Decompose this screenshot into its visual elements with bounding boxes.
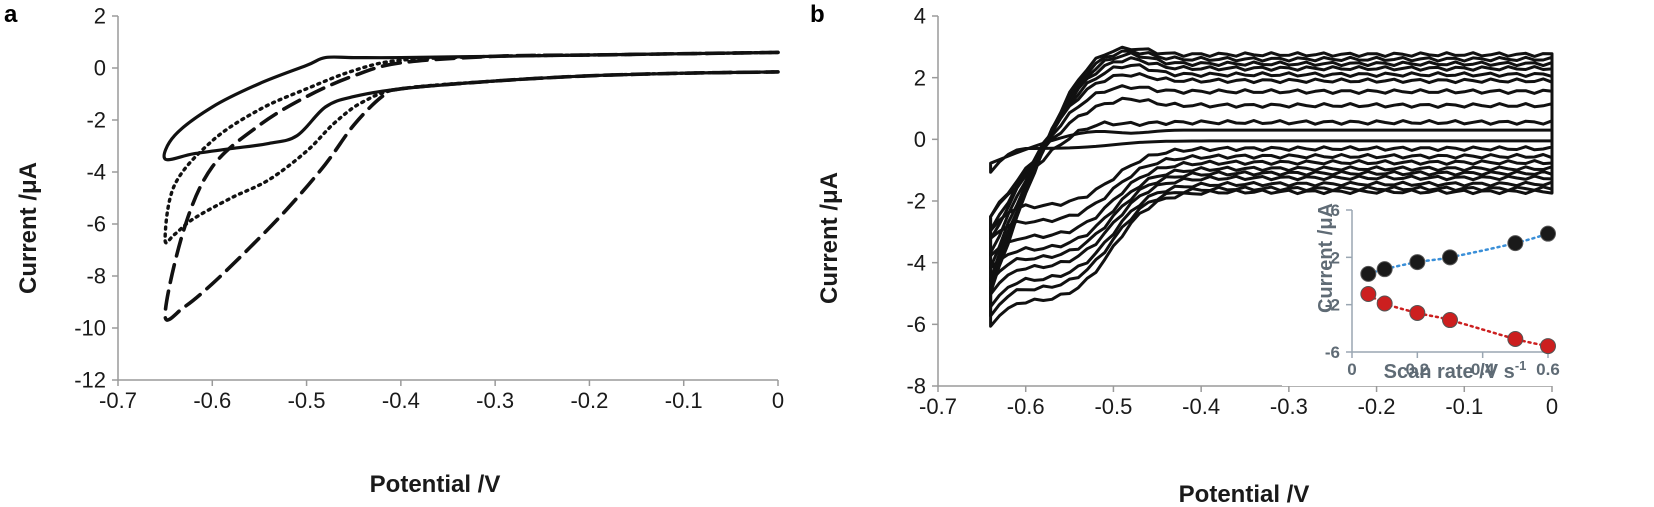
inset-point-2-3 — [1409, 304, 1426, 321]
inset-xlabel-superscript: -1 — [1515, 358, 1527, 373]
panel-a-y-tick-label: -4 — [86, 160, 106, 185]
panel-a-series — [162, 50, 780, 322]
panel-b-y-tick-label: -4 — [906, 250, 926, 275]
inset-point-1-5 — [1507, 235, 1524, 252]
inset-point-1-2 — [1376, 261, 1393, 278]
panel-a-x-tick-label: -0.4 — [382, 388, 420, 413]
inset-y-tick-label: -2 — [1325, 296, 1340, 315]
panel-a-x-tick-label: -0.7 — [99, 388, 137, 413]
panel-b-axes: 4 2 0 -2 -4 -6 -8-0.7 -0.6 -0.5 -0.4 -0.3 -0.2 -0.1 0 — [906, 4, 1558, 419]
panel-b-y-tick-label: -6 — [906, 312, 926, 337]
panel-b-label: b — [810, 1, 825, 28]
panel-b-cv-loop-1 — [989, 128, 1554, 174]
inset-ylabel: Current /μA — [1315, 203, 1337, 313]
inset-x-tick-label: 0 — [1347, 360, 1356, 379]
panel-b-y-tick-label: -8 — [906, 374, 926, 399]
inset-y-tick-label: -6 — [1325, 343, 1340, 362]
inset-x-tick-label: 0.2 — [1406, 360, 1430, 379]
inset-y-tick-label: 6 — [1331, 201, 1340, 220]
inset-xlabel: Scan rate /V s-1 — [1384, 358, 1527, 383]
panel-a-y-tick-label: 2 — [94, 4, 106, 29]
panel-b-x-tick-label: -0.2 — [1358, 394, 1396, 419]
inset-point-1-6 — [1540, 225, 1556, 242]
panel-b-x-tick-label: -0.6 — [1007, 394, 1045, 419]
panel-a-x-tick-label: -0.3 — [476, 388, 514, 413]
inset-point-1-1 — [1360, 265, 1377, 282]
panel-b-y-tick-label: 2 — [914, 65, 926, 90]
panel-b-x-tick-label: 0 — [1546, 394, 1558, 419]
inset-xlabel-text: Scan rate /V s — [1384, 361, 1515, 383]
inset-axes: 6 2 -2 -6 0 0.2 0.4 0.6 — [1325, 201, 1560, 379]
panel-a-y-tick-label: -10 — [74, 316, 106, 341]
inset-point-2-4 — [1442, 312, 1458, 329]
panel-b-cv-loop-10 — [989, 45, 1554, 328]
panel-a-chart: a 2 0 -2 -4 -6 -8 -10 -12-0.7 -0.6 -0.5 -0.4 -0.3 -0… — [4, 1, 784, 498]
panel-b-ylabel: Current /μA — [816, 172, 843, 304]
panel-b-series — [989, 45, 1554, 328]
panel-b-x-tick-label: -0.5 — [1094, 394, 1132, 419]
panel-a-axes: 2 0 -2 -4 -6 -8 -10 -12-0.7 -0.6 -0.5 -0.4 -0.3 -0.2… — [74, 4, 784, 413]
inset-point-2-6 — [1540, 338, 1556, 355]
inset-x-tick-label: 0.4 — [1471, 360, 1495, 379]
inset-series — [1360, 225, 1556, 355]
panel-a-y-tick-label: -8 — [86, 264, 106, 289]
panel-b-x-tick-label: -0.7 — [919, 394, 957, 419]
inset-background — [1282, 196, 1582, 386]
panel-a-y-tick-label: 0 — [94, 56, 106, 81]
panel-b-y-tick-label: 4 — [914, 4, 926, 29]
inset-trend-line-1 — [1367, 232, 1550, 276]
inset-y-tick-label: 2 — [1331, 248, 1340, 267]
panel-a-y-tick-label: -12 — [74, 368, 106, 393]
panel-a-x-tick-label: -0.5 — [288, 388, 326, 413]
panel-b-x-tick-label: -0.4 — [1182, 394, 1220, 419]
panel-b-x-tick-label: -0.1 — [1445, 394, 1483, 419]
panel-b-xlabel: Potential /V — [1179, 481, 1310, 507]
panel-a-y-tick-label: -2 — [86, 108, 106, 133]
panel-b-y-tick-label: -2 — [906, 189, 926, 214]
panel-b-inset-chart: 6 2 -2 -6 0 0.2 0.4 0.6 Scan rate /V s-1 Curren… — [1282, 196, 1582, 386]
inset-point-1-4 — [1442, 249, 1458, 266]
inset-point-2-2 — [1376, 295, 1393, 312]
panel-a-x-tick-label: -0.2 — [570, 388, 608, 413]
panel-a-x-tick-label: 0 — [772, 388, 784, 413]
inset-point-2-5 — [1507, 330, 1524, 347]
panel-a-cv-dashed-line — [163, 50, 780, 322]
inset-x-tick-label: 0.6 — [1536, 360, 1560, 379]
panel-a-ylabel: Current /μA — [15, 162, 42, 294]
panel-b-y-tick-label: 0 — [914, 127, 926, 152]
panel-a-label: a — [4, 1, 18, 28]
panel-a-x-tick-label: -0.1 — [665, 388, 703, 413]
inset-point-1-3 — [1409, 254, 1426, 271]
inset-point-2-1 — [1360, 286, 1377, 303]
panel-b-chart: b 4 2 0 -2 -4 -6 -8-0.7 -0.6 -0.5 -0.4 -0.3 -0.2 -0.… — [810, 1, 1558, 507]
panel-a-cv-solid-line — [162, 50, 780, 162]
panel-a-y-tick-label: -6 — [86, 212, 106, 237]
panel-a-x-tick-label: -0.6 — [193, 388, 231, 413]
panel-a-xlabel: Potential /V — [370, 471, 501, 498]
panel-b-x-tick-label: -0.3 — [1270, 394, 1308, 419]
